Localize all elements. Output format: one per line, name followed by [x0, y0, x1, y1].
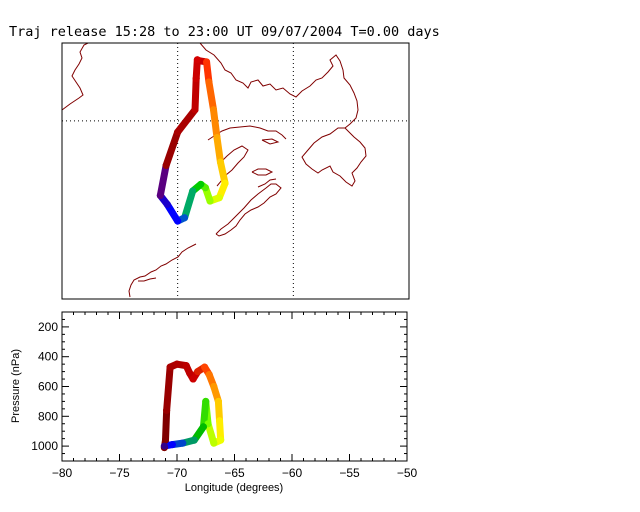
x-axis-label: Longitude (degrees) [185, 482, 283, 494]
x-tick-label: −80 [52, 466, 73, 480]
pressure-profile-path [160, 360, 225, 452]
profile-segment [163, 363, 174, 414]
x-tick-label: −60 [282, 466, 303, 480]
trajectory-point [163, 200, 171, 208]
profile-point [214, 397, 222, 405]
coastline-islands [251, 138, 280, 176]
map-grid [62, 43, 409, 299]
x-tick-label: −75 [109, 466, 130, 480]
y-tick-label: 600 [38, 380, 58, 394]
profile-point [217, 436, 225, 444]
y-tick-label: 400 [38, 350, 58, 364]
x-tick-label: −70 [167, 466, 188, 480]
profile-point [201, 363, 209, 371]
trajectory-segment [205, 78, 218, 114]
map-frame [61, 42, 410, 300]
trajectory-segment [213, 134, 224, 166]
profile-point [168, 441, 176, 449]
trajectory-point [216, 158, 224, 166]
map-panel [61, 42, 410, 300]
coastlines [62, 43, 367, 298]
profile-point [160, 442, 168, 450]
trajectory-segment [174, 106, 199, 136]
x-tick-label: −50 [397, 466, 418, 480]
profile-point [190, 436, 198, 444]
coastline-maine-massachusetts [128, 243, 197, 298]
profile-point [163, 406, 171, 414]
coastline-nova-scotia [215, 178, 282, 237]
trajectory-point [162, 161, 170, 169]
trajectory-point [192, 75, 200, 83]
profile-panel: −80 −75 −70 −65 −60 −55 −50 200 400 600 800 1000 Lo… [10, 311, 418, 494]
profile-frame [61, 311, 408, 462]
trajectory-point [193, 56, 201, 64]
y-tick-label: 1000 [31, 439, 58, 453]
trajectory-point [174, 128, 182, 136]
profile-point [202, 397, 210, 405]
profile-point [186, 369, 194, 377]
trajectory-point [206, 197, 214, 205]
trajectory-segment [216, 158, 229, 187]
y-tick-label: 800 [38, 409, 58, 423]
trajectory-point [197, 180, 205, 188]
profile-point [210, 383, 218, 390]
trajectory-point [191, 106, 199, 114]
profile-point [216, 417, 224, 425]
trajectory-point [181, 214, 189, 222]
coastline-newfoundland [301, 127, 367, 187]
y-axis-label: Pressure (nPa) [10, 349, 22, 423]
profile-point [182, 362, 190, 370]
chart-title: Traj release 15:28 to 23:00 UT 09/07/200… [9, 24, 440, 40]
trajectory-segment [191, 75, 200, 114]
profile-axes: −80 −75 −70 −65 −60 −55 −50 200 400 600 800 1000 [31, 311, 418, 480]
trajectory-point [156, 191, 164, 199]
trajectory-point [213, 134, 221, 142]
x-tick-label: −55 [339, 466, 360, 480]
trajectory-point [221, 179, 229, 187]
profile-point [210, 439, 218, 447]
profile-point [205, 371, 213, 379]
profile-segment [199, 397, 210, 431]
profile-segment [162, 406, 171, 444]
profile-point [179, 439, 187, 447]
trajectory-segment [162, 128, 182, 169]
profile-point [166, 363, 174, 371]
trajectory-segment [210, 106, 221, 142]
trajectory-point [174, 217, 182, 225]
trajectory-point [210, 106, 218, 114]
profile-point [199, 423, 207, 431]
trajectory-segment [181, 187, 197, 222]
profile-point [162, 436, 169, 444]
y-tick-label: 200 [38, 320, 58, 334]
trajectory-point [189, 187, 197, 195]
profile-point [194, 368, 202, 376]
profile-point [173, 360, 181, 368]
trajectory-segment [156, 161, 170, 199]
trajectory-point [215, 194, 223, 202]
trajectory-point [203, 58, 211, 66]
coastline-north [62, 43, 359, 129]
x-tick-label: −65 [224, 466, 245, 480]
trajectory-path [156, 56, 229, 225]
trajectory-point [205, 78, 213, 86]
profile-point [189, 375, 197, 383]
